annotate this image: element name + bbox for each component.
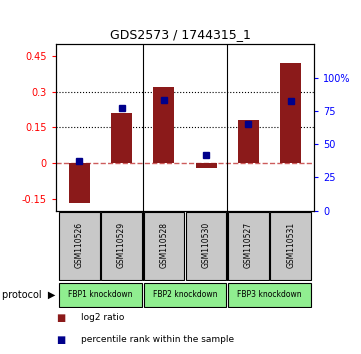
Bar [69,163,90,204]
Text: GSM110526: GSM110526 [75,222,84,268]
Text: GSM110531: GSM110531 [286,222,295,268]
Bar [101,212,142,280]
Text: ■: ■ [56,313,65,323]
Bar [238,120,259,163]
Text: GSM110530: GSM110530 [202,222,211,268]
Bar [144,212,184,280]
Text: GSM110528: GSM110528 [159,222,168,268]
Text: FBP3 knockdown: FBP3 knockdown [237,290,302,299]
Bar [228,212,269,280]
Text: protocol  ▶: protocol ▶ [2,290,55,300]
Bar [270,212,311,280]
Bar [144,283,226,307]
Bar [280,63,301,163]
Text: GSM110527: GSM110527 [244,222,253,268]
Bar [59,283,142,307]
Bar [59,212,100,280]
Bar [153,87,174,163]
Text: FBP2 knockdown: FBP2 knockdown [153,290,217,299]
Text: percentile rank within the sample: percentile rank within the sample [81,335,234,343]
Bar [228,283,311,307]
Text: GSM110529: GSM110529 [117,222,126,268]
Bar [186,212,226,280]
Text: GDS2573 / 1744315_1: GDS2573 / 1744315_1 [110,28,251,41]
Bar [111,113,132,163]
Text: ■: ■ [56,335,65,344]
Text: FBP1 knockdown: FBP1 knockdown [68,290,132,299]
Text: log2 ratio: log2 ratio [81,313,125,322]
Bar [196,163,217,168]
